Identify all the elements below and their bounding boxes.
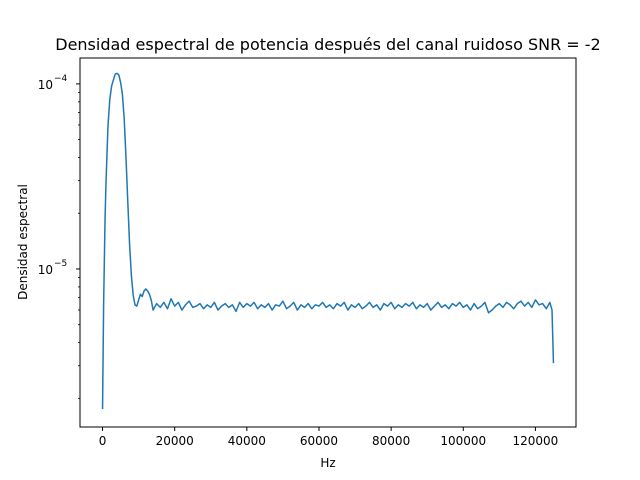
plot-area	[80, 58, 576, 427]
x-axis-ticks: 0 20000 40000 60000 80000 100000 120000	[99, 427, 559, 448]
y-tick-base: 10	[38, 263, 53, 277]
y-axis-label: Densidad espectral	[16, 184, 30, 300]
x-tick-label: 120000	[513, 434, 559, 448]
plot-frame	[79, 57, 577, 428]
x-tick-label: 40000	[228, 434, 266, 448]
x-tick-label: 100000	[440, 434, 486, 448]
x-tick-label: 80000	[372, 434, 410, 448]
x-tick-label: 60000	[300, 434, 338, 448]
y-tick-exponent: −4	[54, 74, 68, 84]
y-tick-exponent: −5	[54, 259, 67, 269]
y-tick-base: 10	[38, 78, 53, 92]
x-tick-label: 20000	[156, 434, 194, 448]
x-axis-label: Hz	[320, 456, 335, 470]
y-axis-ticks: 10−510−4	[38, 74, 80, 399]
x-tick-label: 0	[99, 434, 107, 448]
series-lines	[101, 72, 555, 410]
chart-title: Densidad espectral de potencia después d…	[55, 35, 600, 54]
series-line	[101, 72, 555, 410]
